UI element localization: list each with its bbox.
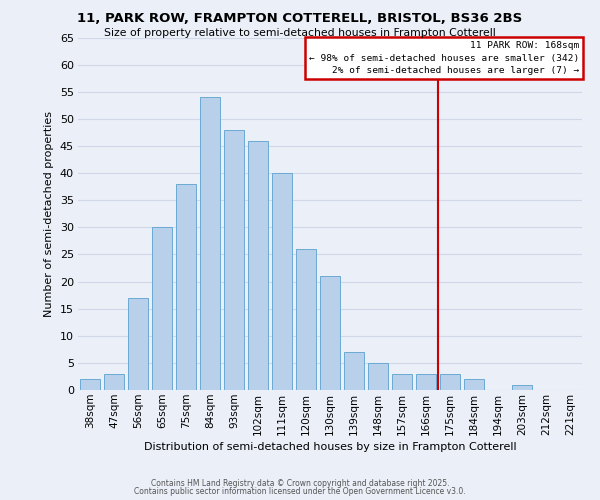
- Text: Contains public sector information licensed under the Open Government Licence v3: Contains public sector information licen…: [134, 488, 466, 496]
- Bar: [128, 298, 148, 390]
- Bar: [440, 374, 460, 390]
- Bar: [152, 228, 172, 390]
- Bar: [80, 379, 100, 390]
- Bar: [392, 374, 412, 390]
- Bar: [200, 97, 220, 390]
- Y-axis label: Number of semi-detached properties: Number of semi-detached properties: [44, 111, 54, 317]
- Bar: [344, 352, 364, 390]
- Bar: [296, 249, 316, 390]
- Bar: [464, 379, 484, 390]
- Bar: [416, 374, 436, 390]
- Text: 11, PARK ROW, FRAMPTON COTTERELL, BRISTOL, BS36 2BS: 11, PARK ROW, FRAMPTON COTTERELL, BRISTO…: [77, 12, 523, 26]
- Bar: [224, 130, 244, 390]
- Bar: [272, 173, 292, 390]
- Bar: [176, 184, 196, 390]
- X-axis label: Distribution of semi-detached houses by size in Frampton Cotterell: Distribution of semi-detached houses by …: [143, 442, 517, 452]
- Bar: [104, 374, 124, 390]
- Text: 11 PARK ROW: 168sqm
← 98% of semi-detached houses are smaller (342)
2% of semi-d: 11 PARK ROW: 168sqm ← 98% of semi-detach…: [309, 41, 580, 75]
- Text: Size of property relative to semi-detached houses in Frampton Cotterell: Size of property relative to semi-detach…: [104, 28, 496, 38]
- Bar: [248, 140, 268, 390]
- Bar: [368, 363, 388, 390]
- Bar: [512, 384, 532, 390]
- Bar: [320, 276, 340, 390]
- Text: Contains HM Land Registry data © Crown copyright and database right 2025.: Contains HM Land Registry data © Crown c…: [151, 478, 449, 488]
